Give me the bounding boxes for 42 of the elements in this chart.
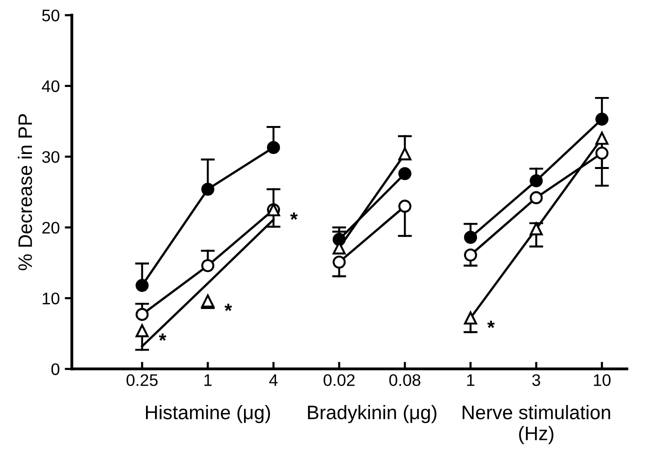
point [398,167,412,180]
point [595,132,608,145]
x-tick-label: 1 [204,374,212,386]
y-axis-title: % Decrease in PP [18,114,32,270]
data-label: * [224,304,232,311]
point [136,324,149,338]
x-tick-label: 1 [467,374,474,386]
point [530,222,543,236]
data-label: * [487,320,495,328]
point [201,259,214,272]
point [398,200,412,213]
x-tick-label: 0.25 [126,374,158,386]
point [136,308,149,321]
point [464,311,478,325]
x-tick-label: 4 [269,374,278,386]
point [595,112,608,126]
y-tick-label: 10 [42,292,60,304]
data-label: * [158,333,166,341]
text: Histamine (μg) [146,405,270,424]
y-tick-label: 30 [42,151,60,163]
x-tick-label: 0.08 [389,374,420,386]
y-tick-label: 50 [42,10,60,22]
text: Bradykinin (μg) [308,405,436,424]
text: Nerve stimulation (Hz) [462,405,610,444]
point [530,191,543,204]
point [332,256,346,269]
point [266,140,280,154]
point [136,278,149,292]
x-tick-label: 0.02 [324,374,355,386]
point [530,174,543,188]
y-tick-label: 40 [42,80,60,92]
y-tick-label: 20 [42,222,60,234]
point [464,248,478,262]
y-tick-label: 0 [51,363,60,376]
data-label: * [290,212,298,220]
point [464,230,478,244]
point [201,182,214,196]
point [201,294,214,308]
x-tick-label: 10 [594,374,611,386]
point [398,147,412,160]
x-tick-label: 3 [532,374,540,386]
point [595,146,608,160]
